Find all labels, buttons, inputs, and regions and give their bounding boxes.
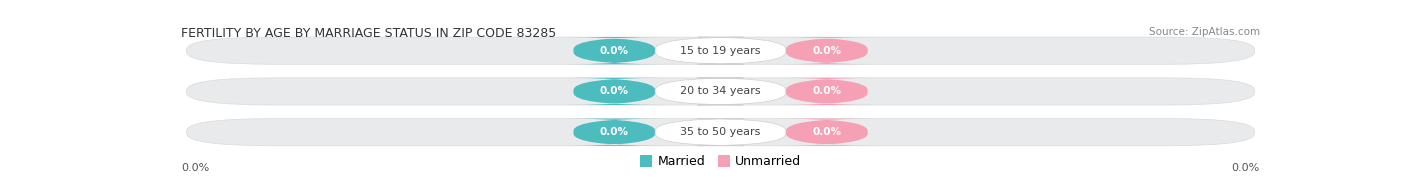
FancyBboxPatch shape bbox=[567, 119, 662, 146]
Legend: Married, Unmarried: Married, Unmarried bbox=[640, 155, 801, 168]
Text: 0.0%: 0.0% bbox=[813, 127, 841, 137]
Text: Source: ZipAtlas.com: Source: ZipAtlas.com bbox=[1149, 26, 1260, 36]
Text: 0.0%: 0.0% bbox=[600, 46, 628, 56]
Text: 0.0%: 0.0% bbox=[600, 127, 628, 137]
Text: 0.0%: 0.0% bbox=[813, 46, 841, 56]
Text: 15 to 19 years: 15 to 19 years bbox=[681, 46, 761, 56]
FancyBboxPatch shape bbox=[655, 119, 786, 146]
Text: 20 to 34 years: 20 to 34 years bbox=[681, 86, 761, 96]
Text: 0.0%: 0.0% bbox=[1232, 163, 1260, 173]
Text: 35 to 50 years: 35 to 50 years bbox=[681, 127, 761, 137]
FancyBboxPatch shape bbox=[187, 37, 1254, 64]
FancyBboxPatch shape bbox=[779, 37, 875, 64]
FancyBboxPatch shape bbox=[779, 78, 875, 105]
Text: 0.0%: 0.0% bbox=[181, 163, 209, 173]
FancyBboxPatch shape bbox=[779, 119, 875, 146]
FancyBboxPatch shape bbox=[187, 119, 1254, 146]
Text: 0.0%: 0.0% bbox=[813, 86, 841, 96]
FancyBboxPatch shape bbox=[567, 37, 662, 64]
FancyBboxPatch shape bbox=[567, 78, 662, 105]
Text: 0.0%: 0.0% bbox=[600, 86, 628, 96]
FancyBboxPatch shape bbox=[187, 78, 1254, 105]
FancyBboxPatch shape bbox=[655, 37, 786, 64]
Text: FERTILITY BY AGE BY MARRIAGE STATUS IN ZIP CODE 83285: FERTILITY BY AGE BY MARRIAGE STATUS IN Z… bbox=[181, 26, 557, 40]
FancyBboxPatch shape bbox=[655, 78, 786, 105]
